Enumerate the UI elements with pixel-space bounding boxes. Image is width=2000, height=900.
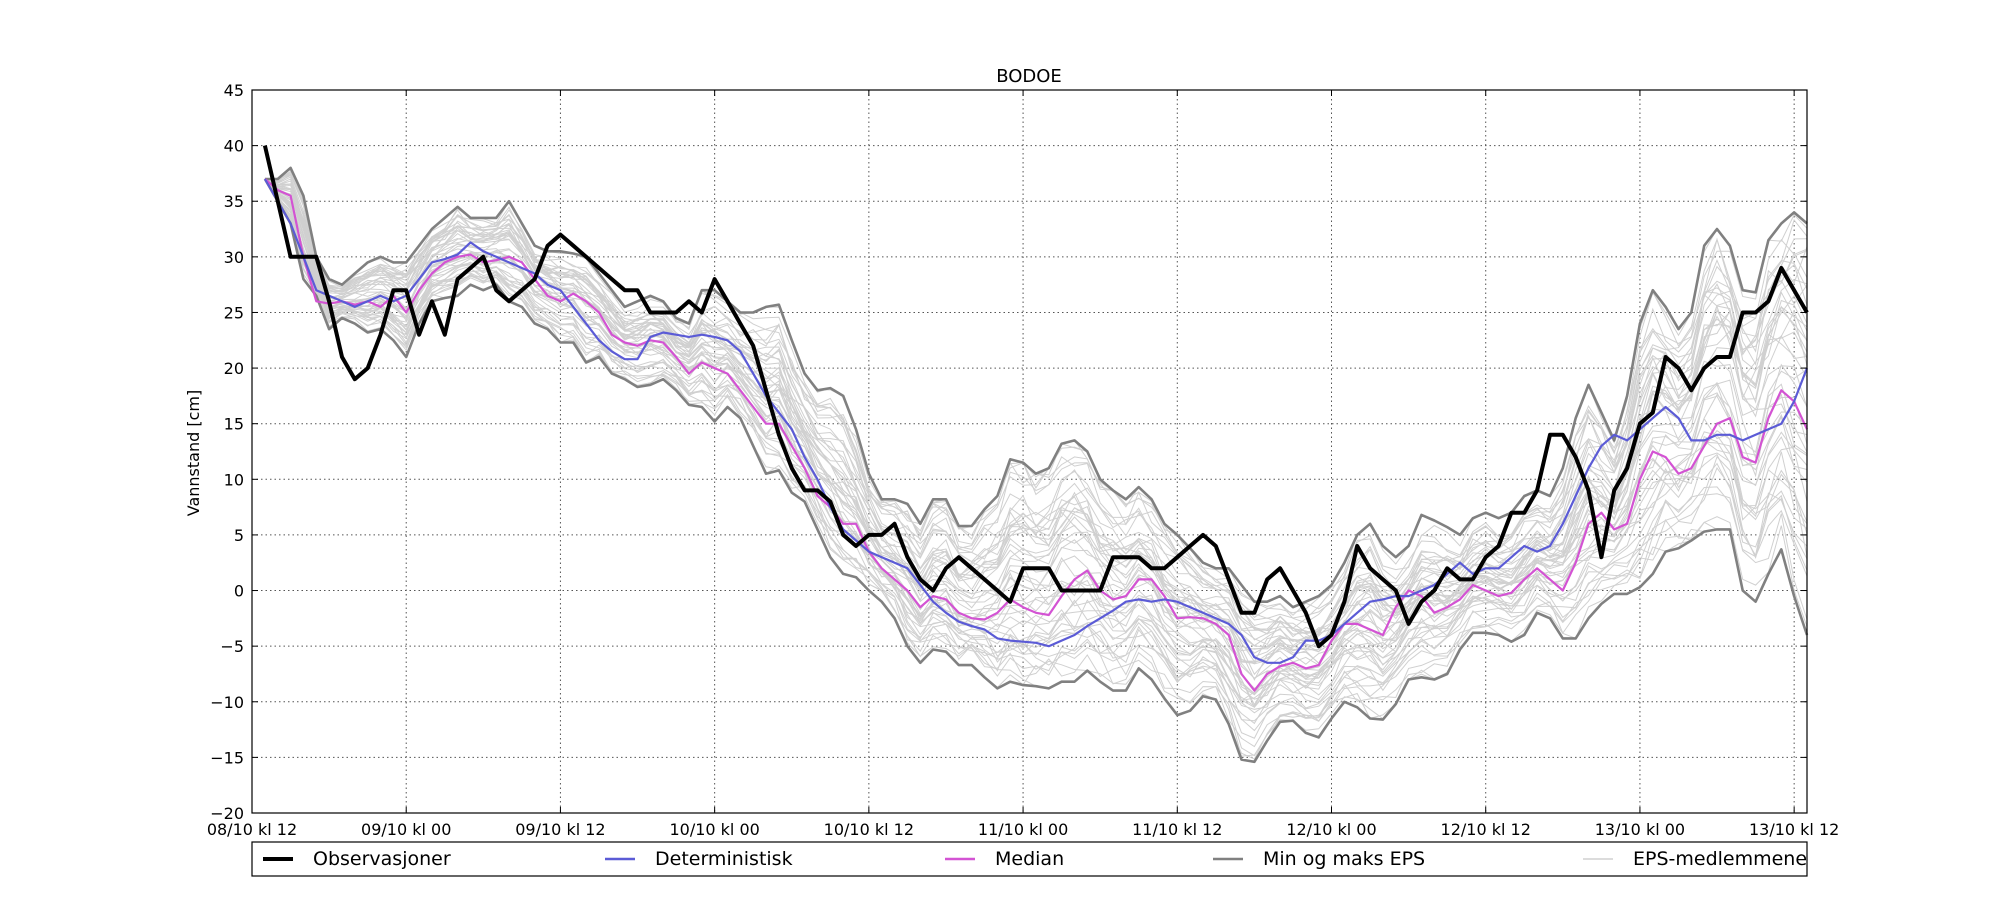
y-tick-label: 45 bbox=[224, 81, 244, 100]
ensemble-member-line bbox=[264, 178, 1808, 681]
ensemble-member-line bbox=[264, 178, 1808, 647]
legend-label: Min og maks EPS bbox=[1263, 848, 1425, 870]
ensemble-members bbox=[264, 167, 1808, 763]
x-tick-label: 10/10 kl 12 bbox=[824, 820, 914, 839]
ensemble-member-line bbox=[264, 178, 1808, 739]
x-tick-label: 09/10 kl 00 bbox=[361, 820, 451, 839]
legend-label: Observasjoner bbox=[313, 848, 451, 870]
y-tick-label: −5 bbox=[220, 637, 244, 656]
ensemble-member-line bbox=[264, 178, 1808, 702]
chart-title: BODOE bbox=[996, 66, 1062, 87]
x-tick-label: 13/10 kl 00 bbox=[1595, 820, 1685, 839]
ensemble-member-line bbox=[264, 170, 1808, 624]
y-tick-label: 25 bbox=[224, 303, 244, 322]
series-lines bbox=[262, 145, 1809, 764]
x-tick-label: 11/10 kl 00 bbox=[978, 820, 1068, 839]
legend-frame bbox=[251, 841, 1808, 877]
median-line bbox=[264, 178, 1808, 692]
x-tick-label: 13/10 kl 12 bbox=[1749, 820, 1839, 839]
ensemble-member-line bbox=[264, 178, 1808, 636]
deterministic-line bbox=[263, 178, 1809, 664]
x-tick-label: 08/10 kl 12 bbox=[207, 820, 297, 839]
y-axis-label: Vannstand [cm] bbox=[184, 390, 203, 516]
y-tick-label: −15 bbox=[210, 748, 244, 767]
legend-label: Deterministisk bbox=[655, 848, 793, 870]
x-axis-ticks: 08/10 kl 12 09/10 kl 00 09/10 kl 12 10/10 k… bbox=[207, 90, 1839, 839]
legend-label: Median bbox=[995, 848, 1064, 870]
y-tick-label: 5 bbox=[234, 526, 244, 545]
eps-min-line bbox=[263, 178, 1809, 764]
y-tick-label: 35 bbox=[224, 192, 244, 211]
eps-max-line bbox=[264, 166, 1808, 609]
ensemble-member-line bbox=[264, 173, 1808, 642]
legend-label: EPS-medlemmene bbox=[1633, 848, 1807, 870]
ensemble-member-line bbox=[264, 174, 1808, 663]
x-tick-label: 12/10 kl 12 bbox=[1441, 820, 1531, 839]
y-tick-label: 15 bbox=[224, 415, 244, 434]
ensemble-member-line bbox=[264, 178, 1808, 708]
y-axis-ticks: −20 −15 −10 −5 0 5 10 15 20 25 30 35 40 45 bbox=[210, 81, 1807, 823]
y-tick-label: 0 bbox=[234, 582, 244, 601]
observations-line bbox=[262, 145, 1809, 649]
x-tick-label: 12/10 kl 00 bbox=[1286, 820, 1376, 839]
ensemble-member-line bbox=[264, 178, 1808, 695]
y-tick-label: −20 bbox=[210, 804, 244, 823]
ensemble-member-line bbox=[264, 173, 1808, 635]
x-tick-label: 10/10 kl 00 bbox=[669, 820, 759, 839]
y-tick-label: 10 bbox=[224, 470, 244, 489]
y-tick-label: −10 bbox=[210, 693, 244, 712]
y-tick-label: 30 bbox=[224, 248, 244, 267]
x-tick-label: 11/10 kl 12 bbox=[1132, 820, 1222, 839]
ensemble-member-line bbox=[264, 178, 1808, 664]
y-tick-label: 40 bbox=[224, 137, 244, 156]
x-tick-label: 09/10 kl 12 bbox=[515, 820, 605, 839]
ensemble-member-line bbox=[264, 178, 1808, 680]
ensemble-member-line bbox=[264, 178, 1808, 680]
ensemble-member-line bbox=[264, 178, 1808, 650]
ensemble-member-line bbox=[264, 178, 1808, 641]
plot-frame bbox=[251, 89, 1808, 814]
legend: Observasjoner Deterministisk Median Min og … bbox=[251, 841, 1808, 877]
y-tick-label: 20 bbox=[224, 359, 244, 378]
ensemble-member-line bbox=[264, 178, 1808, 651]
